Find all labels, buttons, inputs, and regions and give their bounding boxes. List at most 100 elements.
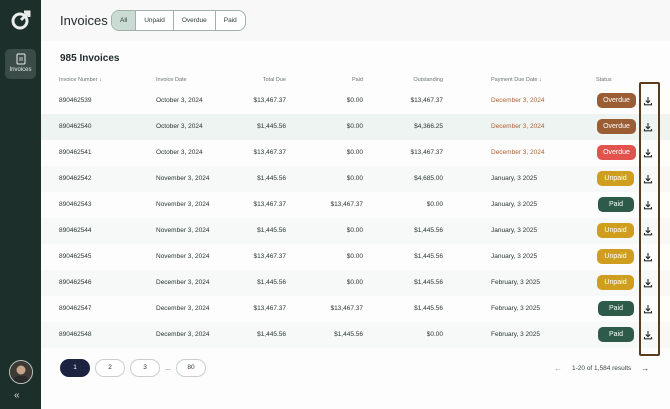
table-row[interactable]: 890462543 November 3, 2024 $13,467.37 $13,4… bbox=[41, 192, 670, 218]
cell-outstanding: $4,685.00 bbox=[414, 175, 443, 182]
table-row[interactable]: 890462539 October 3, 2024 $13,467.37 $0.00 $… bbox=[41, 88, 670, 114]
download-icon[interactable] bbox=[643, 252, 653, 262]
cell-invoice-number: 890462545 bbox=[59, 253, 92, 260]
download-icon[interactable] bbox=[643, 278, 653, 288]
cell-total-due: $13,467.37 bbox=[253, 97, 286, 104]
cell-outstanding: $13,467.37 bbox=[410, 97, 443, 104]
table-row[interactable]: 890462545 November 3, 2024 $13,467.37 $0.00… bbox=[41, 244, 670, 270]
cell-invoice-date: December 3, 2024 bbox=[156, 305, 210, 312]
cell-outstanding: $0.00 bbox=[426, 331, 443, 338]
header-payment-due-date[interactable]: Payment Due Date ↓ bbox=[491, 77, 542, 83]
status-filter-group: All Unpaid Overdue Paid bbox=[111, 10, 246, 31]
sidebar-item-label: Invoices bbox=[9, 67, 32, 73]
download-icon[interactable] bbox=[643, 304, 653, 314]
page-title: Invoices bbox=[60, 13, 108, 28]
status-badge: Unpaid bbox=[597, 249, 634, 264]
page-button-last[interactable]: 80 bbox=[176, 359, 206, 377]
filter-unpaid[interactable]: Unpaid bbox=[136, 11, 174, 30]
collapse-sidebar-icon[interactable]: « bbox=[14, 390, 20, 401]
invoices-panel: 985 Invoices Invoice Number ↓ Invoice Da… bbox=[41, 41, 670, 409]
cell-paid: $1,445.56 bbox=[334, 331, 363, 338]
cell-invoice-number: 890462546 bbox=[59, 279, 92, 286]
cell-total-due: $13,467.37 bbox=[253, 253, 286, 260]
header-total-due[interactable]: Total Due bbox=[262, 77, 286, 83]
status-badge: Paid bbox=[598, 197, 634, 212]
filter-overdue[interactable]: Overdue bbox=[174, 11, 216, 30]
avatar[interactable] bbox=[9, 360, 33, 384]
header-invoice-date[interactable]: Invoice Date bbox=[156, 77, 187, 83]
sort-down-icon: ↓ bbox=[539, 77, 542, 83]
cell-paid: $13,467.37 bbox=[330, 201, 363, 208]
cell-paid: $0.00 bbox=[346, 149, 363, 156]
cell-invoice-date: October 3, 2024 bbox=[156, 149, 203, 156]
filter-all[interactable]: All bbox=[112, 11, 137, 30]
cell-total-due: $1,445.56 bbox=[257, 279, 286, 286]
table-row[interactable]: 890462542 November 3, 2024 $1,445.56 $0.00 $… bbox=[41, 166, 670, 192]
status-badge: Overdue bbox=[597, 119, 636, 134]
cell-total-due: $13,467.37 bbox=[253, 305, 286, 312]
download-icon[interactable] bbox=[643, 330, 653, 340]
cell-payment-due-date: January, 3 2025 bbox=[491, 253, 538, 260]
cell-paid: $0.00 bbox=[346, 175, 363, 182]
cell-payment-due-date: February, 3 2025 bbox=[491, 331, 541, 338]
sort-down-icon: ↓ bbox=[99, 77, 102, 83]
cell-invoice-number: 890462542 bbox=[59, 175, 92, 182]
status-badge: Overdue bbox=[597, 145, 636, 160]
sidebar-item-invoices[interactable]: Invoices bbox=[5, 49, 36, 79]
invoice-count: 985 Invoices bbox=[60, 53, 120, 64]
cell-outstanding: $1,445.56 bbox=[414, 253, 443, 260]
cell-paid: $0.00 bbox=[346, 227, 363, 234]
download-icon[interactable] bbox=[643, 148, 653, 158]
download-icon[interactable] bbox=[643, 96, 653, 106]
cell-total-due: $13,467.37 bbox=[253, 149, 286, 156]
cell-invoice-number: 890462543 bbox=[59, 201, 92, 208]
table-row[interactable]: 890462547 December 3, 2024 $13,467.37 $13,4… bbox=[41, 296, 670, 322]
cell-invoice-number: 890462540 bbox=[59, 123, 92, 130]
download-icon[interactable] bbox=[643, 200, 653, 210]
pagination: 1 2 3 ... 80 bbox=[60, 359, 206, 377]
cell-invoice-number: 890462548 bbox=[59, 331, 92, 338]
cell-invoice-number: 890462541 bbox=[59, 149, 92, 156]
prev-page-icon[interactable]: ← bbox=[554, 364, 562, 373]
cell-invoice-date: December 3, 2024 bbox=[156, 279, 210, 286]
cell-outstanding: $1,445.56 bbox=[414, 227, 443, 234]
header-paid[interactable]: Paid bbox=[351, 77, 363, 83]
table-row[interactable]: 890462541 October 3, 2024 $13,467.37 $0.00 $… bbox=[41, 140, 670, 166]
cell-total-due: $1,445.56 bbox=[257, 227, 286, 234]
download-icon[interactable] bbox=[643, 174, 653, 184]
download-icon[interactable] bbox=[643, 226, 653, 236]
table-row[interactable]: 890462540 October 3, 2024 $1,445.56 $0.00 $4… bbox=[41, 114, 670, 140]
page-button-1[interactable]: 1 bbox=[60, 359, 90, 377]
cell-payment-due-date: January, 3 2025 bbox=[491, 227, 538, 234]
cell-paid: $0.00 bbox=[346, 97, 363, 104]
next-page-icon[interactable]: → bbox=[641, 364, 650, 373]
page-button-3[interactable]: 3 bbox=[130, 359, 160, 377]
header-outstanding[interactable]: Outstanding bbox=[413, 77, 443, 83]
cell-invoice-number: 890462547 bbox=[59, 305, 92, 312]
results-nav: ← 1-20 of 1,584 results → bbox=[554, 364, 649, 373]
cell-paid: $0.00 bbox=[346, 253, 363, 260]
cell-invoice-date: November 3, 2024 bbox=[156, 253, 210, 260]
cell-invoice-date: October 3, 2024 bbox=[156, 97, 203, 104]
cell-outstanding: $0.00 bbox=[426, 201, 443, 208]
header-status: Status bbox=[596, 77, 612, 83]
filter-paid[interactable]: Paid bbox=[223, 17, 237, 24]
status-badge: Overdue bbox=[597, 93, 636, 108]
table-header: Invoice Number ↓ Invoice Date Total Due … bbox=[41, 74, 670, 88]
cell-invoice-date: November 3, 2024 bbox=[156, 227, 210, 234]
logo-icon bbox=[11, 10, 31, 30]
cell-paid: $0.00 bbox=[346, 123, 363, 130]
page-button-2[interactable]: 2 bbox=[95, 359, 125, 377]
table-row[interactable]: 890462546 December 3, 2024 $1,445.56 $0.00 $… bbox=[41, 270, 670, 296]
cell-paid: $0.00 bbox=[346, 279, 363, 286]
cell-outstanding: $4,366.25 bbox=[414, 123, 443, 130]
download-icon[interactable] bbox=[643, 122, 653, 132]
header-invoice-number[interactable]: Invoice Number ↓ bbox=[59, 77, 102, 83]
cell-outstanding: $1,445.56 bbox=[414, 305, 443, 312]
table-row[interactable]: 890462548 December 3, 2024 $1,445.56 $1,445… bbox=[41, 322, 670, 348]
status-badge: Unpaid bbox=[597, 171, 634, 186]
cell-payment-due-date: February, 3 2025 bbox=[491, 305, 541, 312]
status-badge: Unpaid bbox=[597, 275, 634, 290]
cell-invoice-date: November 3, 2024 bbox=[156, 175, 210, 182]
table-row[interactable]: 890462544 November 3, 2024 $1,445.56 $0.00 $… bbox=[41, 218, 670, 244]
